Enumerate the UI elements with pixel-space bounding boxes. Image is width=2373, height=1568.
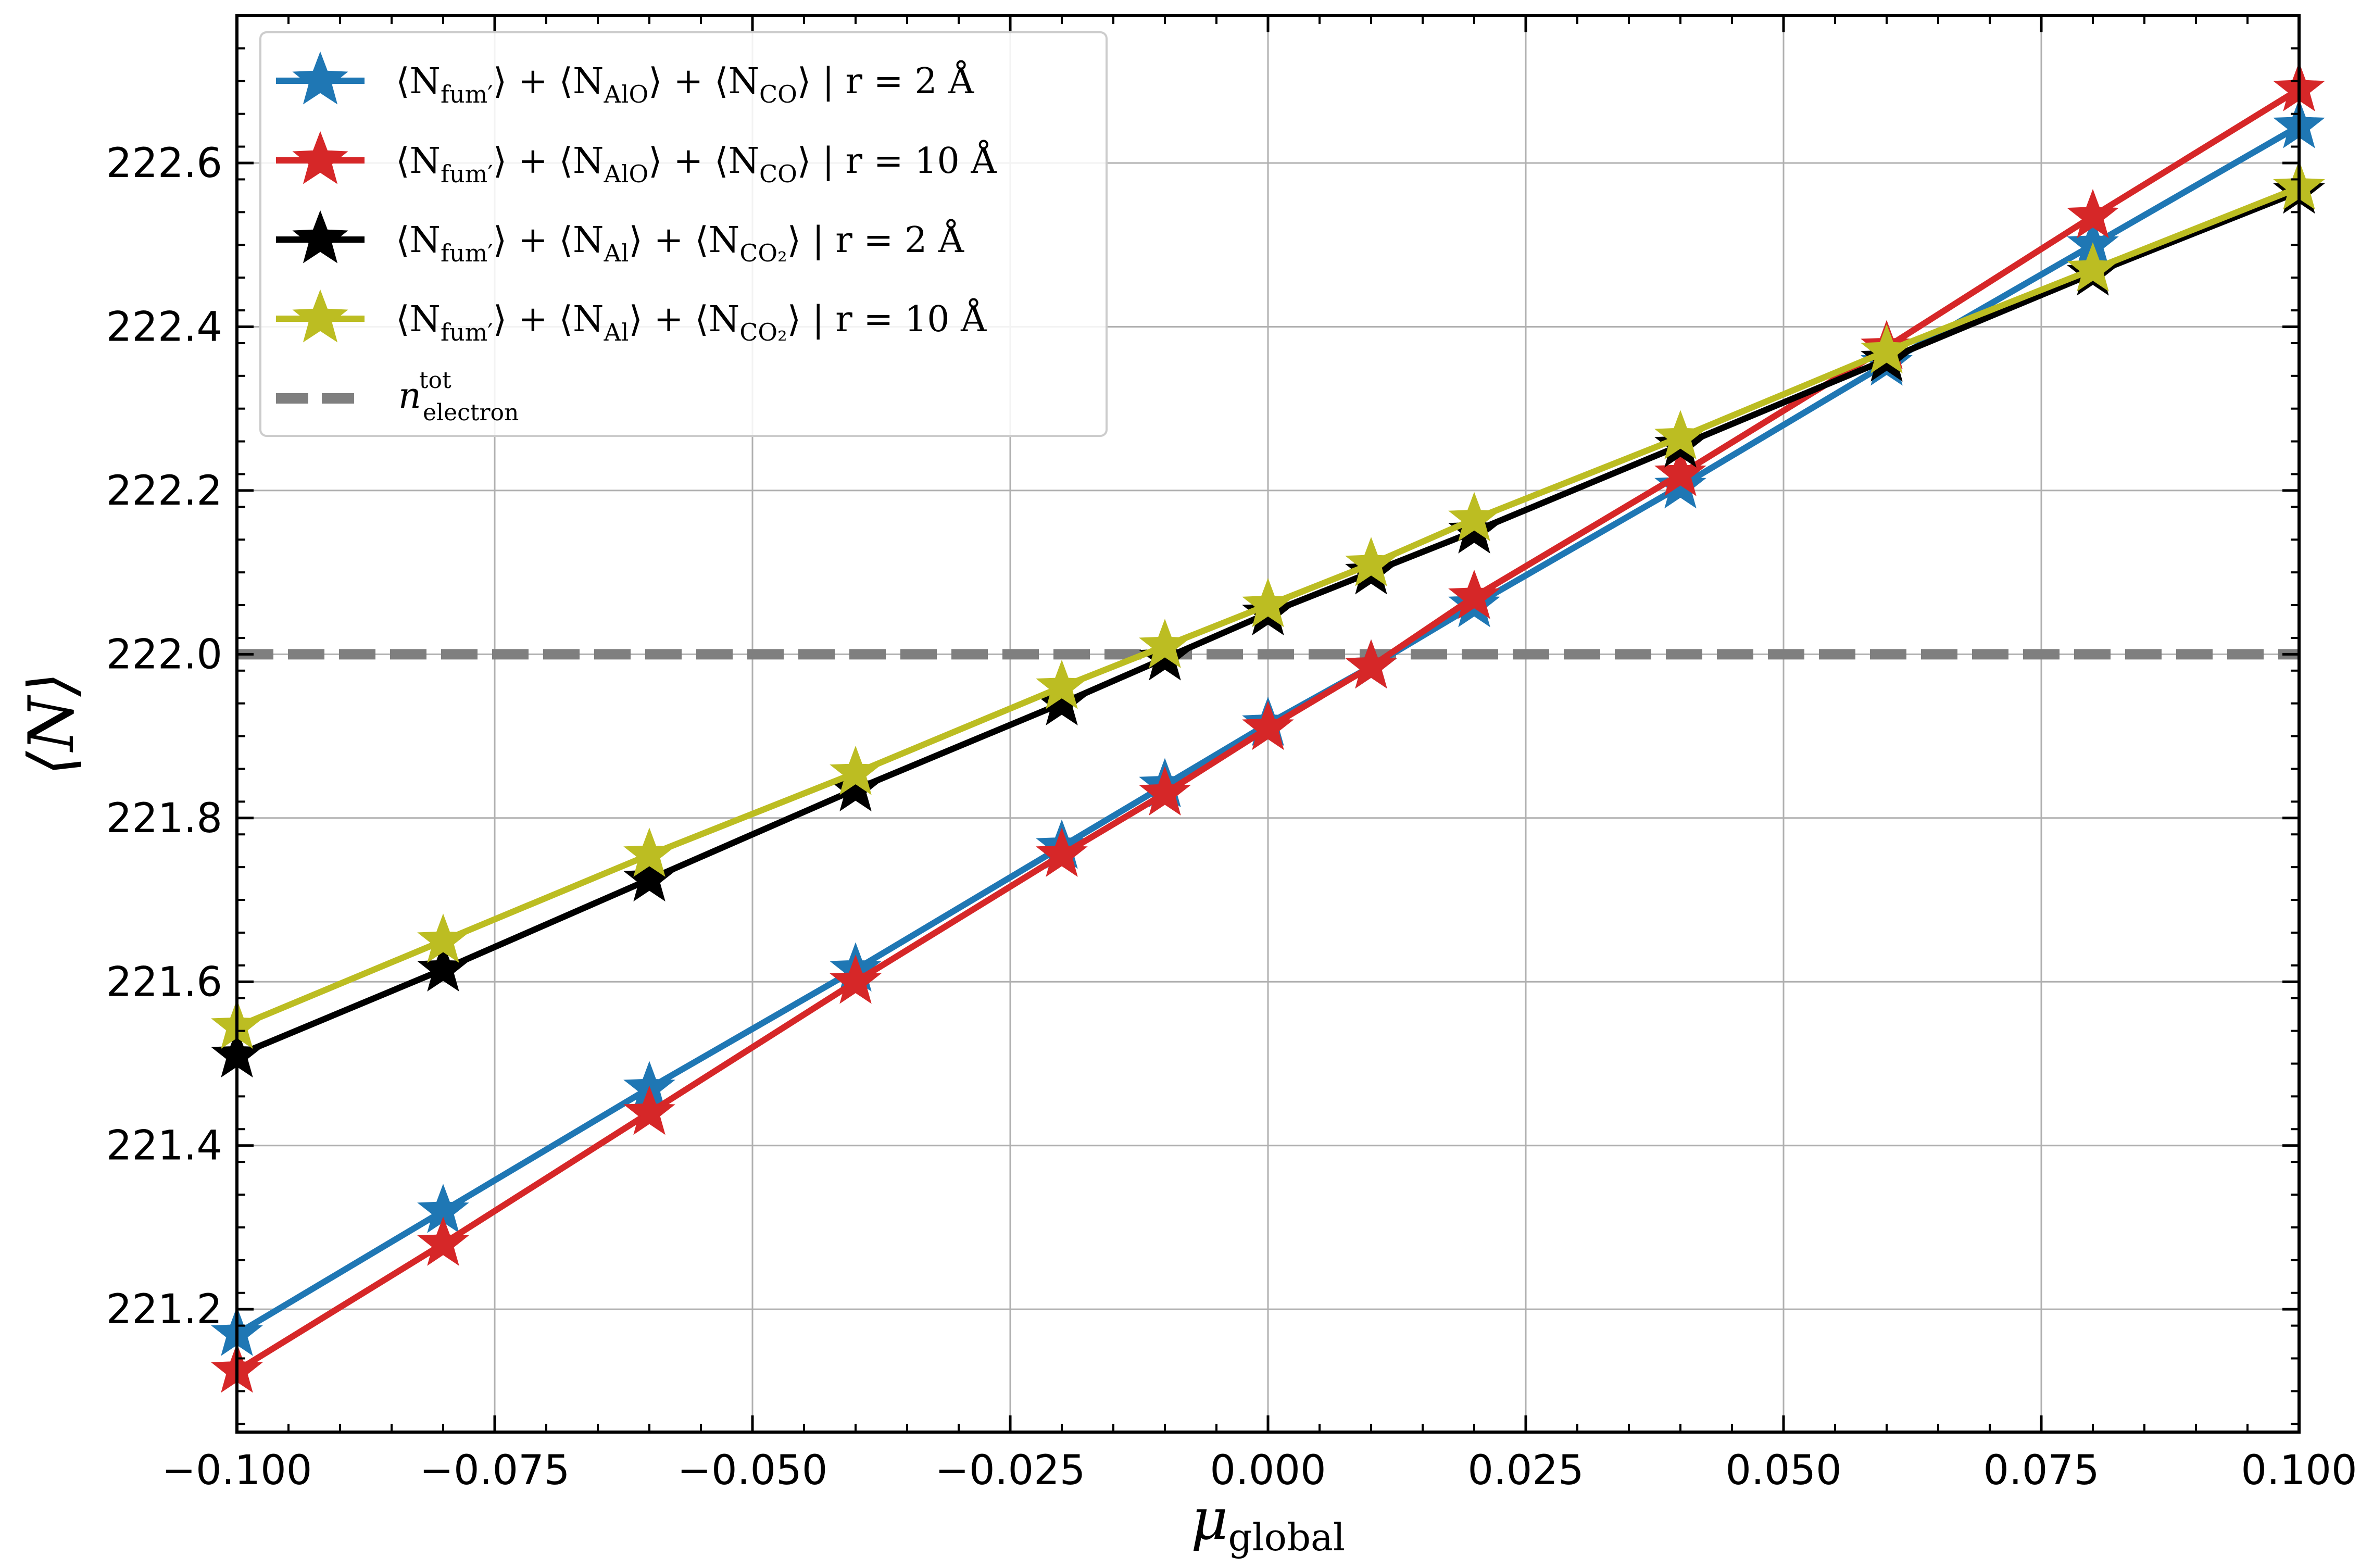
data-point-star — [1345, 639, 1397, 689]
y-tick-label: 222.4 — [106, 304, 222, 350]
legend-label: ⟨Nfum′⟩ + ⟨NAl⟩ + ⟨NCO₂⟩ | r = 10 Å — [396, 298, 987, 346]
y-tick-label: 222.0 — [106, 631, 222, 678]
legend-label-reference-sub: electron — [423, 399, 519, 426]
legend-label-part: ⟩ + ⟨N — [648, 61, 759, 102]
data-point-star — [1139, 619, 1191, 669]
legend-label-subscript: fum′ — [441, 239, 493, 267]
legend-label-subscript: AlO — [604, 80, 649, 108]
x-tick-label: −0.050 — [677, 1447, 828, 1494]
legend-label-subscript: CO — [759, 80, 797, 108]
y-tick-label: 222.6 — [106, 140, 222, 187]
x-tick-label: 0.075 — [1983, 1447, 2099, 1494]
legend-label-subscript: CO — [759, 160, 797, 188]
legend-label-part: ⟨N — [396, 220, 441, 261]
series-layer — [211, 62, 2325, 1393]
y-tick-label: 221.2 — [106, 1286, 222, 1333]
x-tick-label: −0.025 — [935, 1447, 1086, 1494]
legend-label-part: ⟨N — [396, 141, 441, 182]
x-tick-label: 0.050 — [1725, 1447, 1841, 1494]
legend-label-subscript: fum′ — [441, 318, 493, 346]
x-tick-label: 0.025 — [1467, 1447, 1584, 1494]
data-point-star — [2067, 242, 2119, 292]
legend-label-reference-sup: tot — [419, 367, 451, 394]
y-tick-labels: 221.2 221.4 221.6 221.8 222.0 222.2 222.4 222.6 — [106, 140, 222, 1333]
data-point-star — [830, 745, 882, 795]
legend-label-reference: ntot electron — [398, 367, 519, 426]
legend: ⟨Nfum′⟩ + ⟨NAlO⟩ + ⟨NCO⟩ | r = 2 Å⟨Nfum′… — [259, 31, 1108, 437]
data-point-star — [417, 913, 469, 963]
legend-entry-reference: ntot electron — [276, 367, 519, 426]
legend-label-part: ⟩ + ⟨N — [493, 141, 604, 182]
legend-label-part: ⟨N — [396, 299, 441, 340]
y-tick-label: 222.2 — [106, 468, 222, 515]
data-point-star — [1448, 492, 1500, 542]
data-point-star — [417, 942, 469, 992]
x-tick-label: 0.000 — [1210, 1447, 1326, 1494]
x-axis-label-main: μ — [1191, 1486, 1228, 1552]
x-axis-label-sub: global — [1228, 1515, 1345, 1559]
legend-swatch-star — [292, 210, 348, 264]
legend-label-part: ⟩ + ⟨N — [493, 220, 604, 261]
legend-label-subscript: Al — [604, 318, 629, 346]
legend-label-part: ⟩ + ⟨N — [629, 220, 739, 261]
legend-label-reference-main: n — [398, 375, 421, 417]
legend-entry: ⟨Nfum′⟩ + ⟨NAl⟩ + ⟨NCO₂⟩ | r = 2 Å — [276, 210, 964, 267]
legend-label-part: ⟩ | r = 2 Å — [797, 60, 974, 102]
legend-label-subscript: Al — [604, 239, 629, 267]
legend-entry: ⟨Nfum′⟩ + ⟨NAl⟩ + ⟨NCO₂⟩ | r = 10 Å — [276, 289, 987, 346]
data-point-star — [623, 827, 675, 877]
data-point-star — [1654, 447, 1706, 496]
legend-label-part: ⟩ + ⟨N — [493, 299, 604, 340]
y-tick-label: 221.8 — [106, 795, 222, 842]
legend-label-part: ⟩ + ⟨N — [493, 61, 604, 102]
legend-label-subscript: AlO — [604, 160, 649, 188]
legend-swatch-star — [292, 51, 348, 105]
legend-label-part: ⟨N — [396, 61, 441, 102]
x-axis-label: μglobal — [1191, 1486, 1345, 1559]
x-tick-label: −0.075 — [420, 1447, 570, 1494]
legend-label: ⟨Nfum′⟩ + ⟨NAlO⟩ + ⟨NCO⟩ | r = 2 Å — [396, 60, 974, 108]
data-point-star — [417, 1216, 469, 1266]
axis-ticks — [235, 15, 2301, 1432]
legend-entry: ⟨Nfum′⟩ + ⟨NAlO⟩ + ⟨NCO⟩ | r = 2 Å — [276, 51, 974, 108]
legend-box — [259, 31, 1108, 437]
legend-swatch-star — [292, 289, 348, 343]
y-tick-label: 221.6 — [106, 959, 222, 1006]
data-point-star — [1654, 410, 1706, 460]
legend-label-part: ⟩ | r = 10 Å — [787, 298, 987, 340]
legend-label-part: ⟩ | r = 2 Å — [787, 219, 964, 261]
x-tick-label: −0.100 — [162, 1447, 312, 1494]
data-point-star — [1139, 766, 1191, 816]
data-point-star — [830, 954, 882, 1004]
data-point-star — [2067, 189, 2119, 239]
data-point-star — [1036, 827, 1088, 877]
legend-label-part: ⟩ | r = 10 Å — [797, 140, 997, 182]
legend-label: ⟨Nfum′⟩ + ⟨NAl⟩ + ⟨NCO₂⟩ | r = 2 Å — [396, 219, 964, 267]
data-point-star — [1242, 578, 1294, 628]
legend-swatch-star — [292, 131, 348, 184]
legend-label-subscript: CO₂ — [739, 239, 787, 267]
x-tick-label: 0.100 — [2241, 1447, 2357, 1494]
legend-label-subscript: CO₂ — [739, 318, 787, 346]
legend-label-part: ⟩ + ⟨N — [629, 299, 739, 340]
legend-label-part: ⟩ + ⟨N — [648, 141, 759, 182]
data-point-star — [1036, 659, 1088, 709]
data-point-star — [1242, 700, 1294, 750]
y-axis-label: ⟨N⟩ — [16, 672, 88, 776]
legend-label-subscript: fum′ — [441, 160, 493, 188]
data-point-star — [623, 1085, 675, 1135]
data-point-star — [1448, 569, 1500, 619]
x-tick-labels: −0.100 −0.075 −0.050 −0.025 0.000 0.025 0.050 0… — [162, 1447, 2357, 1494]
data-point-star — [1861, 324, 1913, 374]
legend-entry: ⟨Nfum′⟩ + ⟨NAlO⟩ + ⟨NCO⟩ | r = 10 Å — [276, 131, 997, 188]
legend-label-subscript: fum′ — [441, 80, 493, 108]
y-tick-label: 221.4 — [106, 1123, 222, 1170]
data-point-star — [623, 852, 675, 902]
legend-label: ⟨Nfum′⟩ + ⟨NAlO⟩ + ⟨NCO⟩ | r = 10 Å — [396, 140, 997, 188]
data-point-star — [1345, 537, 1397, 586]
